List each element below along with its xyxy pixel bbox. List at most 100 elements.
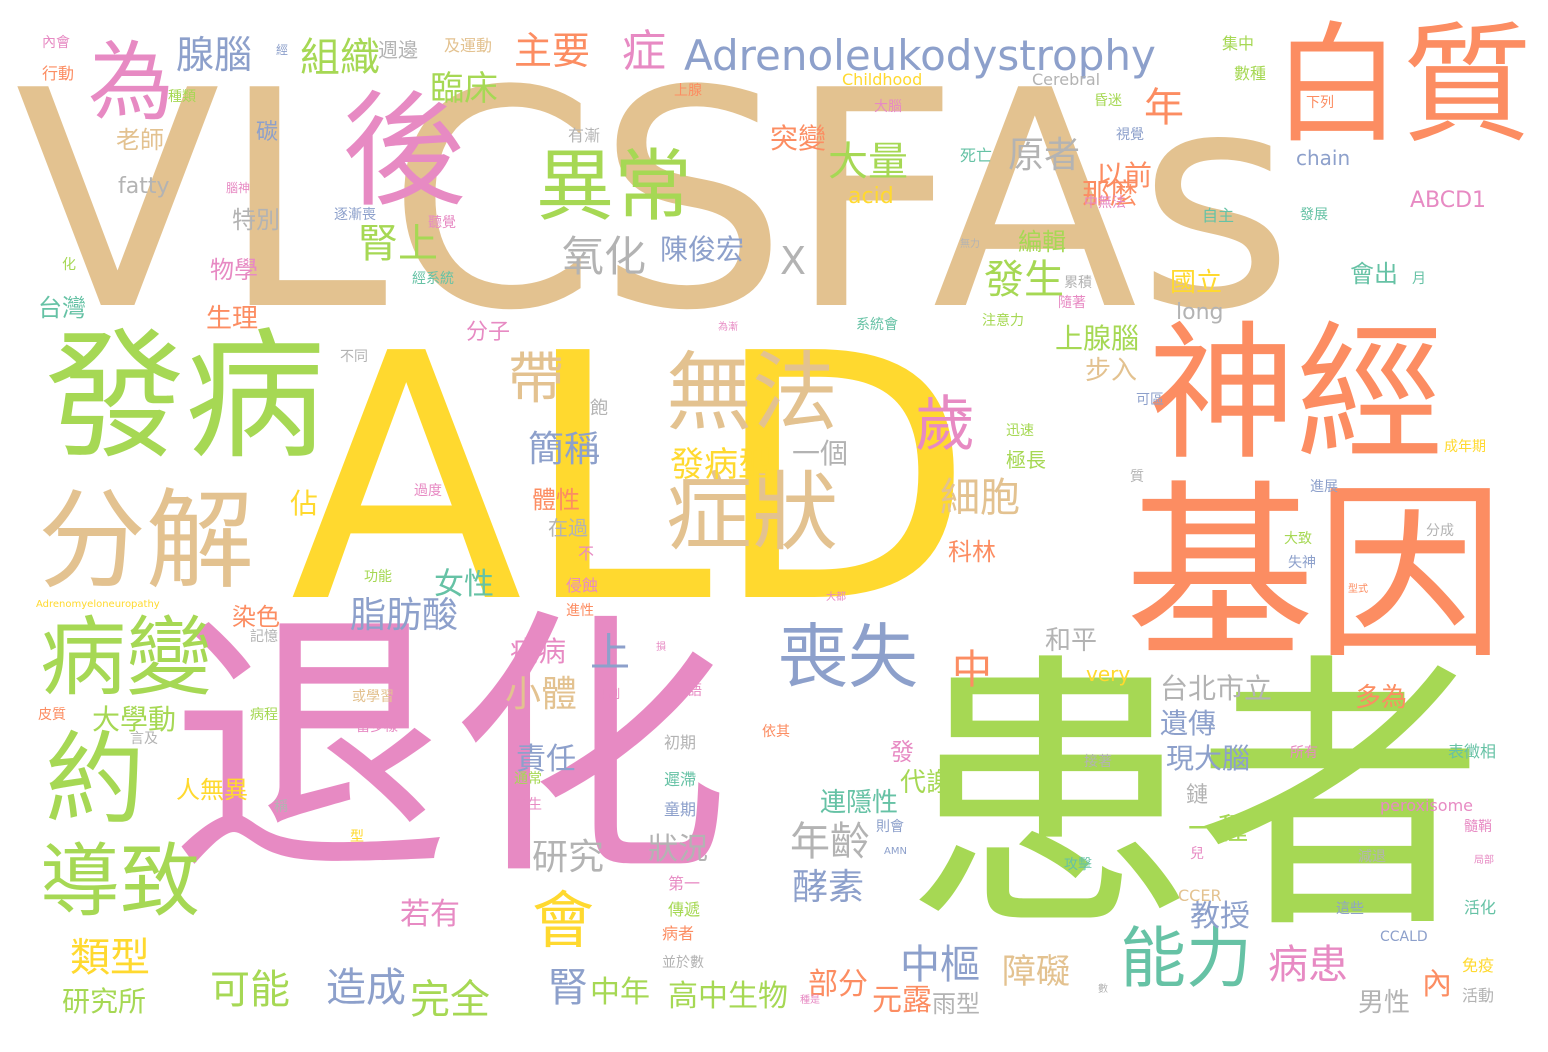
cloud-word: 局部 (1474, 855, 1494, 866)
cloud-word: 和平 (1045, 626, 1098, 656)
cloud-word: 語 (688, 683, 702, 699)
cloud-word: 簡稱 (528, 429, 601, 470)
cloud-word: 髓鞘 (1464, 819, 1492, 835)
cloud-word: 進展 (1310, 479, 1338, 495)
cloud-word: 言及 (130, 731, 158, 747)
cloud-word: ALD (290, 282, 974, 678)
cloud-word: 兒 (1190, 846, 1204, 862)
cloud-word: 可區 (1136, 392, 1164, 408)
cloud-word: 為漸 (718, 322, 738, 333)
cloud-word: 質 (1130, 469, 1144, 485)
cloud-word: 飽 (590, 398, 608, 419)
cloud-word: 遺傳 (1160, 707, 1217, 740)
cloud-word: 病者 (662, 924, 695, 943)
cloud-word: 導致 (40, 835, 200, 928)
cloud-word: 表徵相 (1448, 742, 1497, 761)
cloud-word: 國立 (1170, 268, 1223, 298)
cloud-word: 大都 (826, 592, 846, 603)
cloud-word: 童期 (664, 800, 697, 819)
cloud-word: 記憶 (250, 629, 278, 645)
cloud-word: 遲滯 (664, 770, 697, 789)
cloud-word: 行動 (42, 64, 75, 83)
cloud-word: 能力 (1120, 920, 1252, 997)
cloud-word: 雨型 (932, 990, 980, 1018)
cloud-word: 數種 (1234, 64, 1267, 83)
cloud-word: 人無異 (176, 776, 248, 804)
cloud-word: 發生 (984, 257, 1064, 303)
cloud-word: 研究 (532, 837, 605, 878)
cloud-word: 狀況 (648, 832, 708, 867)
cloud-word: 腎 (548, 965, 588, 1011)
cloud-word: 後 (342, 80, 467, 224)
cloud-word: 染色 (232, 603, 280, 631)
cloud-word: 下列 (1306, 95, 1334, 111)
cloud-word: 月 (1412, 271, 1426, 287)
cloud-word: 功能 (364, 569, 392, 585)
cloud-word: 台灣 (38, 294, 86, 322)
cloud-word: 中無法 (1084, 195, 1126, 211)
cloud-word: 發病 (45, 316, 326, 479)
cloud-word: acid (848, 184, 894, 209)
cloud-word: 腎上 (358, 221, 438, 267)
cloud-word: 症 (622, 26, 666, 77)
cloud-word: ABCD1 (1410, 188, 1487, 213)
cloud-word: VLCSFAs (15, 27, 1294, 376)
cloud-word: 大致 (1284, 531, 1312, 547)
cloud-word: 退化 (170, 587, 730, 913)
cloud-word: 編輯 (1018, 228, 1066, 256)
cloud-word: 原者 (1008, 135, 1081, 176)
cloud-word: CCER (1178, 886, 1222, 905)
cloud-word: 患者 (905, 631, 1485, 968)
cloud-word: 元露 (872, 983, 932, 1018)
cloud-word: 數 (1098, 984, 1108, 995)
cloud-word: 過度 (414, 483, 442, 499)
cloud-word: 教授 (1190, 899, 1250, 934)
cloud-word: 經系統 (412, 271, 454, 287)
cloud-word: 臨床 (430, 69, 498, 109)
cloud-word: fatty (118, 174, 170, 199)
cloud-word: 化 (62, 257, 76, 273)
cloud-word: 鏈 (1186, 783, 1209, 808)
cloud-word: 或學習 (352, 689, 394, 705)
cloud-word: 發展 (1300, 207, 1328, 223)
cloud-word: 中 (952, 647, 992, 693)
cloud-word: 研究所 (62, 985, 147, 1018)
cloud-word: 病程 (250, 707, 278, 723)
cloud-word: 視覺 (1116, 127, 1144, 143)
cloud-word: 基因 (1125, 464, 1506, 685)
cloud-word: 腦神 (226, 181, 251, 195)
cloud-word: 白質 (1272, 9, 1533, 161)
cloud-word: 男性 (1358, 988, 1411, 1018)
cloud-word: 昏迷 (1094, 93, 1122, 109)
cloud-word: 經 (276, 43, 289, 57)
cloud-word: 體性 (532, 486, 580, 514)
cloud-word: peroxisome (1380, 796, 1473, 815)
cloud-word: 年齡 (790, 819, 870, 865)
cloud-word: 會出 (1350, 260, 1398, 288)
cloud-word: 分解 (38, 479, 255, 604)
cloud-word: 當多樣 (356, 719, 398, 735)
cloud-word: 上腺腦 (1055, 322, 1140, 355)
cloud-word: 多為 (1355, 683, 1408, 713)
cloud-word: 內 (1422, 967, 1452, 1002)
cloud-word: 聽覺 (428, 215, 456, 231)
cloud-word: 週邊 (378, 38, 418, 62)
cloud-word: 中樞 (900, 942, 980, 988)
cloud-word: 可能 (210, 967, 290, 1013)
cloud-word: 上腺 (674, 83, 702, 99)
cloud-word: 一種 (1188, 812, 1248, 847)
cloud-word: 不同 (340, 349, 368, 365)
cloud-word: 現大腦 (1166, 742, 1251, 775)
cloud-word: 年 (1137, 86, 1183, 126)
cloud-word: X (780, 239, 807, 283)
cloud-word: 步入 (1085, 356, 1138, 386)
cloud-word: 逐漸喪 (334, 207, 376, 223)
cloud-word: 自主 (1202, 206, 1235, 225)
cloud-word: 脂肪酸 (350, 595, 459, 636)
cloud-word: 隨著 (1058, 295, 1086, 311)
cloud-word: AMN (884, 846, 907, 857)
cloud-word: 帶 (508, 347, 564, 412)
cloud-word: 所有 (1290, 745, 1318, 761)
cloud-word: 中年 (590, 975, 650, 1010)
